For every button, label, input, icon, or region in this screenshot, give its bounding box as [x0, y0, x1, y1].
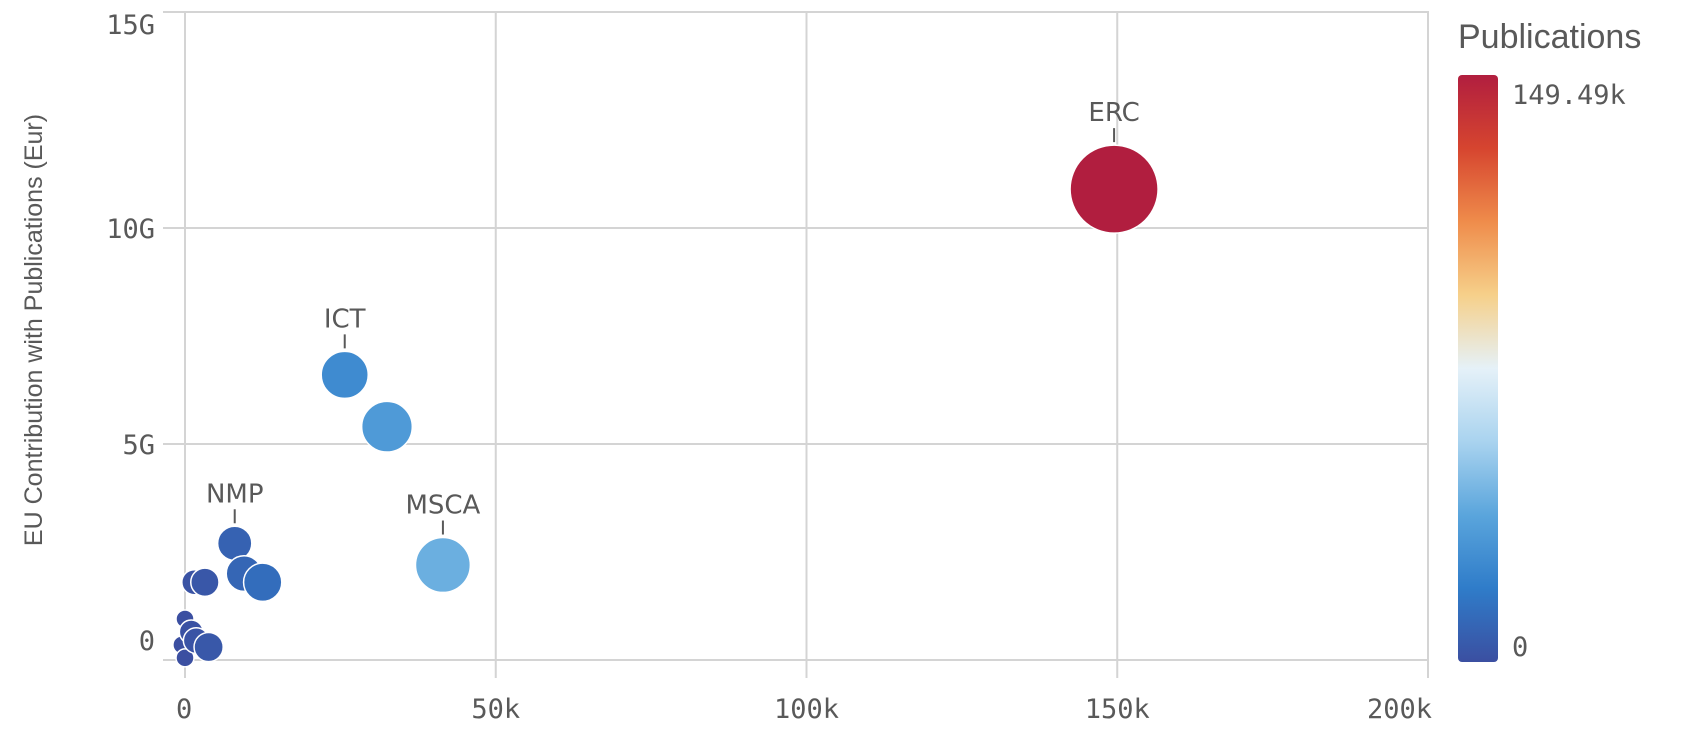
- bubble-label: MSCA: [405, 491, 480, 521]
- bubble-label: NMP: [206, 479, 264, 509]
- bubble[interactable]: [360, 400, 414, 453]
- legend-min-label: 0: [1512, 632, 1528, 663]
- bubble[interactable]: [242, 562, 283, 603]
- x-tick-label: 100k: [774, 694, 839, 725]
- x-tick-label: 150k: [1085, 694, 1150, 725]
- x-tick-label: 50k: [471, 694, 520, 725]
- bubble[interactable]: [175, 648, 195, 668]
- x-tick-label: 200k: [1367, 694, 1432, 725]
- y-axis-title: EU Contribution with Publications (Eur): [20, 114, 48, 546]
- x-tick-label: 0: [176, 694, 192, 725]
- legend-max-label: 149.49k: [1512, 80, 1626, 111]
- grid-lines: [163, 11, 1429, 678]
- bubble[interactable]: [193, 631, 224, 663]
- bubble-labels: NMP ICT MSCA ERC: [206, 98, 1140, 535]
- bubble[interactable]: [414, 536, 472, 594]
- legend-title: Publications: [1458, 18, 1641, 56]
- bubble-label: ICT: [324, 304, 366, 334]
- y-tick-label: 15G: [106, 10, 155, 41]
- bubble[interactable]: [190, 567, 220, 598]
- bubble[interactable]: [1069, 144, 1159, 234]
- axes: 0 50k 100k 150k 200k 0 5G 10G 15G: [106, 10, 1432, 725]
- y-tick-label: 5G: [122, 430, 155, 461]
- bubbles: [172, 144, 1159, 668]
- legend-color-bar: [1458, 75, 1498, 662]
- bubble-label: ERC: [1088, 98, 1139, 128]
- y-tick-label: 10G: [106, 214, 155, 245]
- color-legend: Publications 149.49k 0: [1458, 18, 1641, 663]
- y-tick-label: 0: [139, 626, 155, 657]
- bubble[interactable]: [320, 350, 369, 400]
